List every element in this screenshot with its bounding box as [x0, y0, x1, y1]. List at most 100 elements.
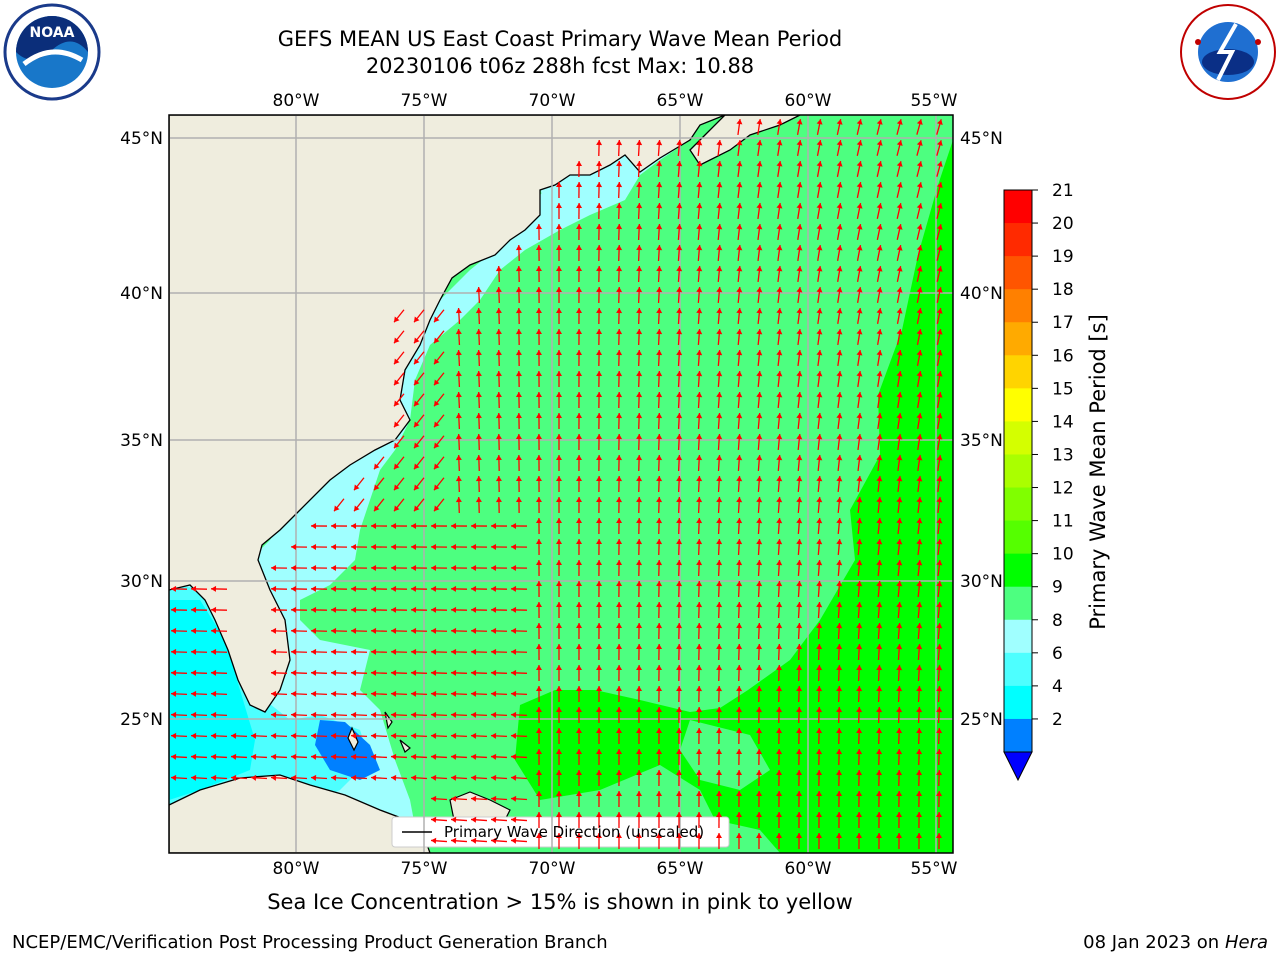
wave-direction-arrowhead [491, 795, 497, 802]
wave-direction-arrowhead [351, 711, 357, 718]
wave-direction-arrowhead [896, 644, 903, 650]
wave-direction-arrowhead [431, 816, 437, 823]
colorbar-tick-label: 18 [1052, 280, 1074, 300]
colorbar-swatch [1004, 553, 1032, 588]
wave-direction-arrowhead [696, 413, 703, 419]
wave-direction-arrowhead [535, 581, 542, 587]
wave-direction-arrowhead [896, 812, 903, 818]
wave-direction-arrowhead [696, 812, 703, 818]
wave-direction-arrowhead [455, 434, 462, 440]
wave-direction-arrowhead [876, 224, 883, 230]
wave-direction-arrowhead [696, 770, 703, 776]
wave-direction-arrowhead [371, 669, 377, 676]
wave-direction-arrowhead [856, 371, 863, 377]
wave-direction-arrowhead [596, 644, 603, 650]
wave-direction-arrowhead [796, 413, 803, 419]
wave-direction-arrowhead [636, 518, 643, 524]
wave-direction-arrowhead [856, 497, 863, 503]
wave-direction-arrowhead [535, 644, 542, 650]
wave-direction-arrowhead [555, 749, 562, 755]
wave-direction-arrowhead [636, 644, 643, 650]
credit-host: Hera [1224, 932, 1268, 953]
wave-direction-arrowhead [796, 182, 803, 188]
wave-direction-arrowhead [471, 690, 477, 697]
wave-direction-arrowhead [451, 711, 457, 718]
wave-direction-arrowhead [736, 686, 743, 692]
wave-direction-arrowhead [291, 711, 297, 718]
wave-direction-arrowhead [856, 329, 863, 335]
wave-direction-arrowhead [495, 434, 502, 440]
wave-direction-arrowhead [916, 791, 923, 797]
wave-direction-arrowhead [816, 539, 823, 545]
wave-direction-arrowhead [916, 329, 923, 335]
wave-direction-arrowhead [836, 371, 843, 377]
wave-direction-arrowhead [756, 413, 763, 419]
colorbar-tick-label: 10 [1052, 545, 1074, 565]
wave-direction-arrowhead [836, 329, 843, 335]
wave-direction-arrowhead [491, 690, 497, 697]
wave-direction-arrowhead [856, 707, 863, 713]
wave-direction-arrowhead [451, 522, 457, 529]
wave-direction-arrowhead [511, 669, 517, 676]
wave-direction-arrowhead [411, 564, 417, 571]
wave-direction-arrowhead [816, 308, 823, 314]
wave-direction-arrowhead [716, 350, 723, 356]
wave-direction-arrowhead [616, 182, 623, 188]
colorbar-swatch [1004, 718, 1032, 753]
wave-direction-arrowhead [331, 669, 337, 676]
wave-direction-arrowhead [535, 455, 542, 461]
wave-direction-arrowhead [876, 560, 883, 566]
wave-direction-arrowhead [414, 442, 420, 449]
wave-direction-arrowhead [535, 266, 542, 272]
wave-direction-arrowhead [936, 413, 943, 419]
wave-direction-arrowhead [676, 686, 683, 692]
wave-direction-arrowhead [616, 434, 623, 440]
period-4-6-region [169, 600, 255, 800]
wave-direction-arrowhead [936, 161, 943, 167]
wave-direction-arrowhead [576, 581, 583, 587]
wave-direction-arrowhead [756, 287, 763, 293]
wave-direction-arrowhead [171, 774, 177, 781]
wave-direction-arrowhead [836, 686, 843, 692]
wave-direction-arrowhead [916, 245, 923, 251]
wave-direction-arrowhead [776, 266, 783, 272]
wave-direction-arrowhead [756, 812, 763, 818]
wave-direction-arrowhead [451, 627, 457, 634]
wave-direction-arrowhead [636, 350, 643, 356]
wave-direction-arrowhead [676, 644, 683, 650]
wave-direction-arrowhead [616, 161, 623, 167]
wave-direction-arrowhead [916, 833, 923, 839]
wave-direction-arrowhead [471, 669, 477, 676]
wave-direction-arrowhead [836, 266, 843, 272]
wave-direction-arrowhead [716, 644, 723, 650]
wave-direction-arrowhead [696, 833, 703, 839]
wave-direction-arrowhead [391, 522, 397, 529]
wave-direction-arrowhead [896, 266, 903, 272]
wave-direction-arrowhead [816, 224, 823, 230]
wave-direction-arrowhead [495, 266, 502, 272]
wave-direction-arrowhead [696, 665, 703, 671]
wave-direction-arrowhead [876, 707, 883, 713]
lon-label: 75°W [401, 859, 448, 879]
wave-direction-arrowhead [475, 413, 482, 419]
wave-direction-arrowhead [616, 728, 623, 734]
wave-direction-arrowhead [936, 392, 943, 398]
wave-direction-arrowhead [616, 371, 623, 377]
wave-direction-arrowhead [491, 816, 497, 823]
wave-direction-arrowhead [676, 245, 683, 251]
wave-direction-arrowhead [431, 648, 437, 655]
wave-direction-arrowhead [596, 539, 603, 545]
wave-direction-arrowhead [211, 627, 217, 634]
wave-direction-arrowhead [916, 350, 923, 356]
wave-direction-arrowhead [756, 602, 763, 608]
wave-direction-arrowhead [796, 665, 803, 671]
wave-direction-arrowhead [796, 812, 803, 818]
wave-direction-arrowhead [776, 161, 783, 167]
wave-direction-arrowhead [816, 665, 823, 671]
colorbar-label: Primary Wave Mean Period [s] [1086, 314, 1110, 630]
wave-direction-arrowhead [354, 484, 360, 491]
wave-direction-arrowhead [896, 665, 903, 671]
wave-direction-arrowhead [451, 816, 457, 823]
wave-direction-arrowhead [796, 203, 803, 209]
wave-direction-arrowhead [596, 161, 603, 167]
